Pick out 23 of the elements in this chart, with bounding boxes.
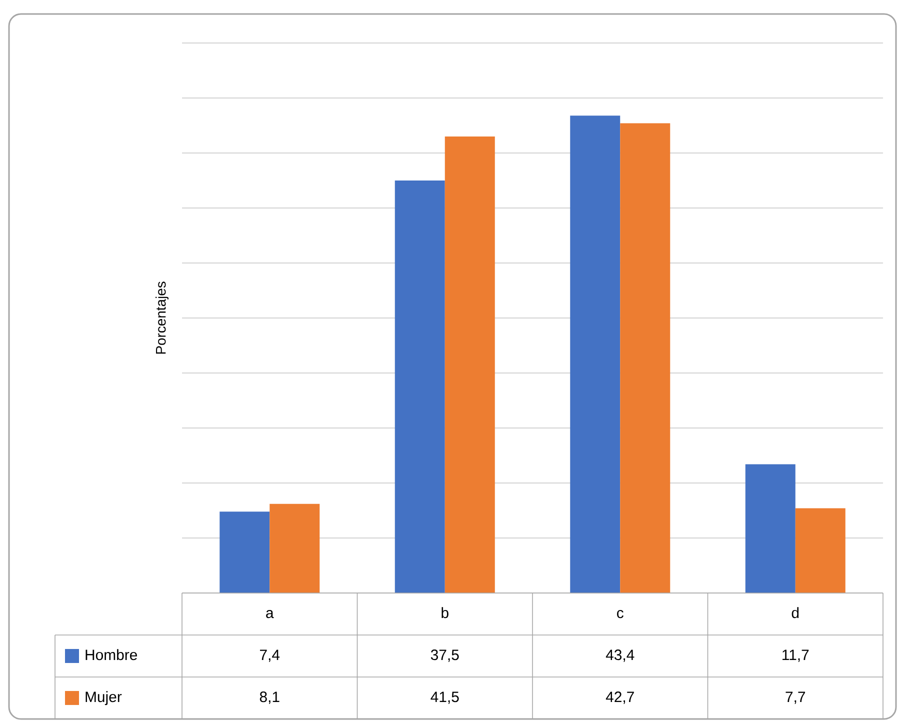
data-label: 7,7 bbox=[786, 692, 806, 704]
bar bbox=[795, 508, 846, 593]
x-tick-label: c bbox=[617, 610, 624, 618]
legend-label: Hombre bbox=[86, 649, 137, 660]
data-label: 41,5 bbox=[430, 692, 459, 704]
data-label: 37,5 bbox=[430, 650, 459, 662]
data-label: 43,4 bbox=[606, 650, 634, 662]
bar bbox=[620, 123, 670, 593]
bar bbox=[745, 464, 796, 593]
y-axis-title: Porcentajes bbox=[156, 282, 169, 354]
bar bbox=[220, 512, 270, 593]
x-tick-label: d bbox=[792, 607, 799, 618]
data-label: 11,7 bbox=[782, 650, 809, 662]
x-tick-label: b bbox=[442, 607, 448, 618]
legend-label: Mujer bbox=[86, 691, 122, 706]
bar bbox=[570, 116, 620, 593]
data-label: 8,1 bbox=[260, 692, 280, 704]
bar bbox=[270, 504, 320, 593]
x-tick-label: a bbox=[266, 610, 274, 618]
data-label: 42,7 bbox=[606, 692, 634, 704]
bar bbox=[394, 180, 445, 593]
bar bbox=[444, 136, 495, 593]
data-label: 7,4 bbox=[260, 650, 280, 662]
